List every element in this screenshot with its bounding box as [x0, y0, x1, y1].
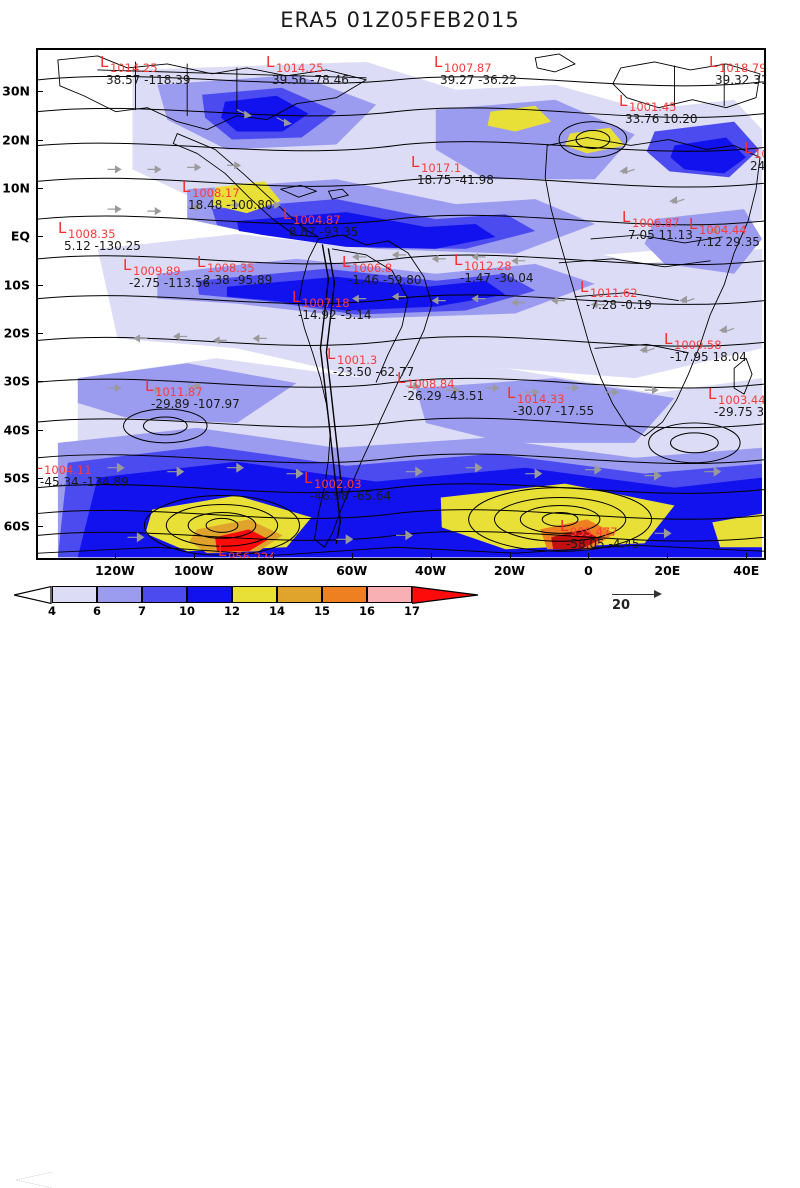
colorbar-segment[interactable]: [277, 586, 322, 603]
x-axis-tick-label-60w: 60W: [336, 563, 368, 578]
colorbar-segment[interactable]: [367, 586, 412, 603]
colorbar-segment[interactable]: [232, 586, 277, 603]
y-axis-tick-30s: [36, 381, 43, 383]
x-axis-tick-label-20w: 20W: [493, 563, 526, 578]
colorbar-tick-label: 4: [47, 604, 57, 618]
wind-vector-field: [107, 109, 735, 545]
colorbar-segment[interactable]: [322, 586, 367, 603]
x-axis-tick-20w: [509, 553, 511, 560]
colorbar-under-arrow-outline: [14, 585, 52, 604]
y-axis-tick-eq: [36, 236, 43, 238]
x-axis-tick-label-20e: 20E: [654, 563, 681, 578]
wind-reference-label: 20: [612, 598, 631, 613]
wind-ref-arrowhead: [654, 590, 662, 598]
x-axis-tick-label-40w: 40W: [415, 563, 447, 578]
colorbar-tick-label: 14: [268, 604, 286, 618]
x-axis-tick-40e: [746, 553, 748, 560]
colorbar-tick-label: 15: [313, 604, 331, 618]
y-axis-tick-label-30n: 30N: [2, 83, 30, 99]
low-pressure-marker: L: [714, 559, 722, 560]
x-axis-tick-40w: [430, 553, 432, 560]
x-axis-tick-label-80w: 80W: [257, 563, 289, 578]
y-axis-tick-40s: [36, 429, 43, 431]
colorbar-tick-label: 17: [403, 604, 421, 618]
colorbar-under-arrow: [16, 1172, 52, 1188]
colorbar-segment[interactable]: [142, 586, 187, 603]
x-axis-tick-80w: [272, 553, 274, 560]
y-axis-tick-label-40s: 40S: [3, 422, 30, 438]
y-axis-tick-label-20n: 20N: [2, 132, 30, 148]
map-plot-area[interactable]: L 1014.25 38.57 -118.39 L 1014.25 39.56 -78.4…: [36, 48, 766, 560]
x-axis-tick-20e: [667, 553, 669, 560]
colorbar-segment[interactable]: [97, 586, 142, 603]
colorbar-over-arrow: [412, 585, 479, 604]
x-axis-tick-100w: [193, 553, 195, 560]
y-axis-tick-60s: [36, 526, 43, 528]
y-axis-tick-label-50s: 50S: [3, 470, 30, 486]
y-axis-tick-label-10s: 10S: [3, 277, 30, 293]
y-axis-tick-10n: [36, 188, 43, 190]
x-axis-tick-label-120w: 120W: [94, 563, 135, 578]
y-axis-tick-label-10n: 10N: [2, 180, 30, 196]
y-axis-tick-50s: [36, 477, 43, 479]
colorbar-tick-label: 10: [178, 604, 196, 618]
y-axis-tick-label-30s: 30S: [3, 373, 30, 389]
coastline-overlay: [38, 53, 764, 556]
wind-ref-shaft: [612, 594, 658, 595]
x-axis-tick-label-100w: 100W: [173, 563, 214, 578]
colorbar-segment[interactable]: [187, 586, 232, 603]
x-axis-tick-120w: [114, 553, 116, 560]
colorbar-tick-label: 12: [223, 604, 241, 618]
x-axis-tick-0: [588, 553, 590, 560]
y-axis-tick-20s: [36, 332, 43, 334]
x-axis-tick-label-40e: 40E: [733, 563, 760, 578]
y-axis-tick-label-60s: 60S: [3, 518, 30, 534]
y-axis-tick-label-eq: EQ: [10, 228, 30, 244]
y-axis-tick-label-20s: 20S: [3, 325, 30, 341]
colorbar-tick-label: 16: [358, 604, 376, 618]
era5-map-figure: ERA5 01Z05FEB2015: [2, 8, 766, 618]
colorbar-segment[interactable]: [52, 586, 97, 603]
y-axis-tick-10s: [36, 284, 43, 286]
page-title: ERA5 01Z05FEB2015: [280, 8, 520, 32]
x-axis-tick-60w: [351, 553, 353, 560]
x-axis-tick-label-0: 0: [584, 563, 593, 578]
y-axis-tick-30n: [36, 91, 43, 93]
colorbar-tick-label: 7: [137, 604, 147, 618]
map-canvas: [38, 53, 764, 558]
y-axis-tick-20n: [36, 139, 43, 141]
colorbar-tick-label: 6: [92, 604, 102, 618]
